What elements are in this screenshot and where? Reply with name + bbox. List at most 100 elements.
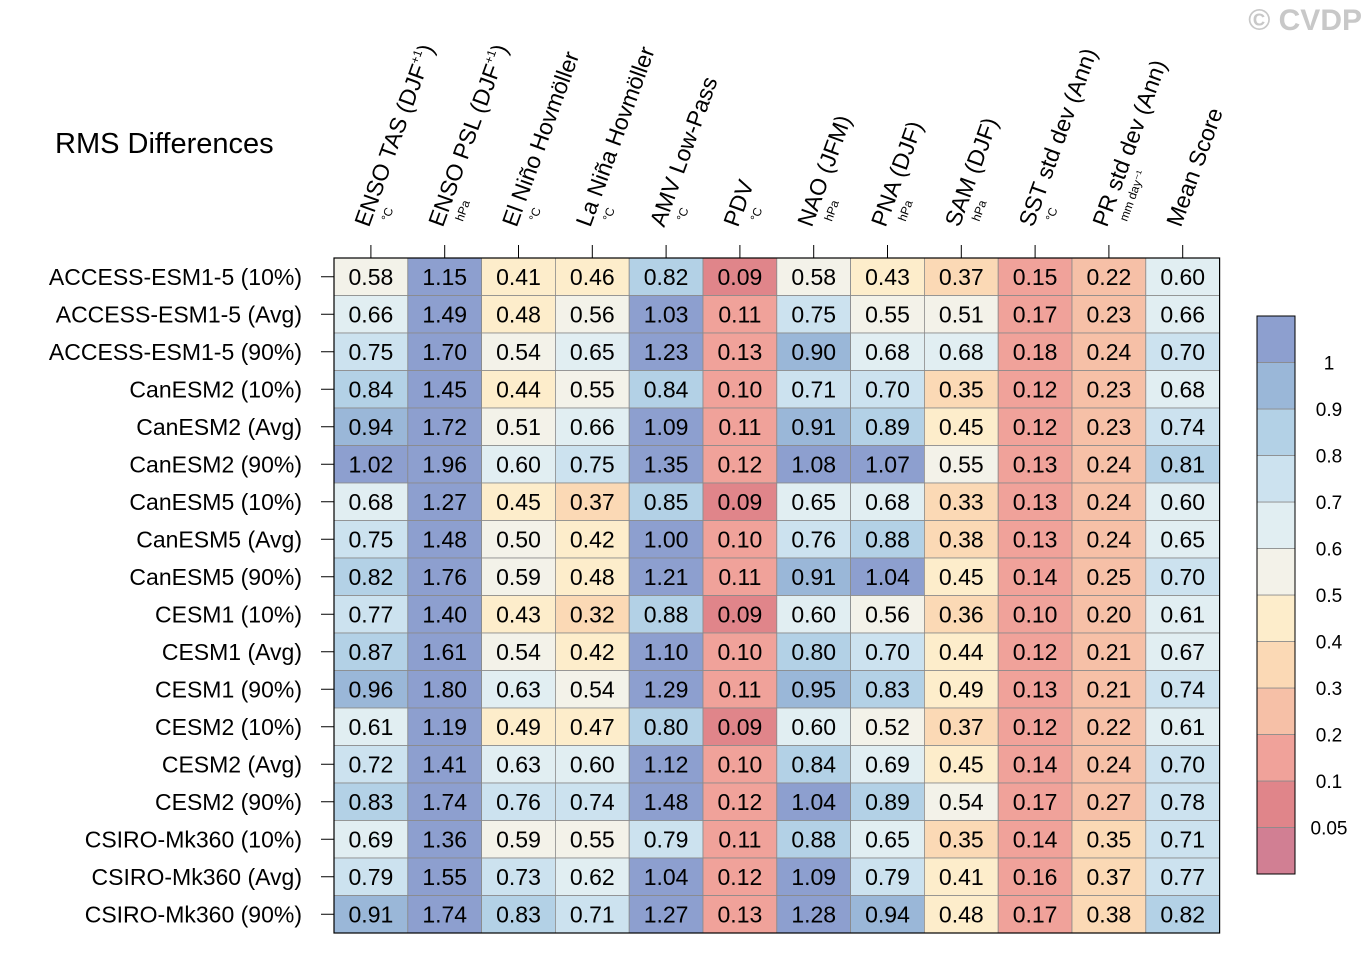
cell-value: 0.60 <box>570 751 615 777</box>
heatmap-cell <box>702 557 778 596</box>
cell-value: 0.51 <box>496 414 541 440</box>
heatmap-cell <box>481 520 556 559</box>
heatmap-cell <box>850 895 925 934</box>
cell-value: 0.91 <box>791 564 836 590</box>
cell-value: 0.51 <box>939 301 984 327</box>
heatmap-cell <box>997 295 1073 334</box>
heatmap-cell <box>628 520 704 559</box>
heatmap-cell <box>776 332 851 371</box>
cell-value: 0.12 <box>1013 714 1058 740</box>
heatmap-cell <box>481 707 556 746</box>
cell-value: 0.13 <box>718 339 763 365</box>
heatmap-cell <box>407 257 482 296</box>
cell-value: 0.10 <box>1013 601 1058 627</box>
heatmap-cell <box>776 557 851 596</box>
cell-value: 0.13 <box>1013 676 1058 702</box>
heatmap-cell <box>407 482 482 521</box>
colorbar-segment <box>1256 734 1296 782</box>
cell-value: 0.68 <box>1160 376 1205 402</box>
cell-value: 0.42 <box>570 639 615 665</box>
cell-value: 0.10 <box>718 376 763 402</box>
heatmap-cell <box>776 482 851 521</box>
cell-value: 0.69 <box>349 826 394 852</box>
heatmap-cell <box>555 482 630 521</box>
watermark: © CVDP <box>1248 4 1362 37</box>
column-unit: hPa <box>969 198 990 223</box>
cell-value: 0.79 <box>865 864 910 890</box>
column-unit: °C <box>674 205 692 223</box>
row-label: CanESM5 (10%) <box>129 489 302 515</box>
heatmap-cell <box>407 895 482 934</box>
cell-value: 0.67 <box>1160 639 1205 665</box>
cell-value: 1.49 <box>422 301 467 327</box>
row-label: ACCESS-ESM1-5 (10%) <box>49 264 302 290</box>
cell-value: 0.95 <box>791 676 836 702</box>
cell-value: 0.90 <box>791 339 836 365</box>
cell-value: 0.63 <box>496 676 541 702</box>
heatmap-cell <box>333 257 409 296</box>
cell-value: 0.94 <box>865 901 910 927</box>
cell-value: 0.70 <box>865 376 910 402</box>
cell-value: 1.12 <box>644 751 689 777</box>
heatmap-cell <box>481 482 556 521</box>
heatmap-cell <box>997 257 1073 296</box>
cell-value: 0.54 <box>496 639 541 665</box>
row-label: CanESM2 (90%) <box>129 451 302 477</box>
cell-value: 0.76 <box>791 526 836 552</box>
cell-value: 0.17 <box>1013 301 1058 327</box>
row-label: CSIRO-Mk360 (10%) <box>85 826 302 852</box>
cell-value: 0.11 <box>718 826 761 852</box>
cell-value: 0.23 <box>1087 414 1132 440</box>
heatmap-cell <box>850 295 925 334</box>
heatmap-cell <box>997 445 1073 484</box>
cell-value: 0.44 <box>496 376 541 402</box>
cell-value: 0.68 <box>939 339 984 365</box>
cell-value: 1.10 <box>644 639 689 665</box>
cell-value: 0.58 <box>791 264 836 290</box>
cell-value: 0.79 <box>644 826 689 852</box>
cell-value: 0.54 <box>570 676 615 702</box>
heatmap-cell <box>1071 407 1147 446</box>
cell-value: 0.80 <box>791 639 836 665</box>
heatmap-cell <box>1071 295 1147 334</box>
heatmap-cell <box>481 632 556 671</box>
cell-value: 0.43 <box>865 264 910 290</box>
chart-title: RMS Differences <box>55 128 274 160</box>
cell-value: 0.37 <box>570 489 615 515</box>
cell-value: 0.35 <box>1087 826 1132 852</box>
heatmap-cell <box>924 445 999 484</box>
cell-value: 0.82 <box>644 264 689 290</box>
row-label: CESM2 (10%) <box>155 714 302 740</box>
heatmap-cell <box>776 745 851 784</box>
heatmap-cell <box>776 895 851 934</box>
cell-value: 1.28 <box>791 901 836 927</box>
heatmap-cell <box>1145 595 1221 634</box>
heatmap-cell <box>407 670 482 709</box>
cell-value: 0.24 <box>1087 451 1132 477</box>
heatmap-cell <box>1145 257 1221 296</box>
cell-value: 0.60 <box>1160 489 1205 515</box>
cell-value: 1.15 <box>422 264 467 290</box>
heatmap-cell <box>776 295 851 334</box>
heatmap-cell <box>997 707 1073 746</box>
row-labels: ACCESS-ESM1-5 (10%) ACCESS-ESM1-5 (Avg) AC… <box>49 264 334 927</box>
heatmap-cell <box>997 857 1073 896</box>
cell-value: 0.59 <box>496 564 541 590</box>
heatmap-cell <box>924 482 999 521</box>
heatmap-cell <box>628 595 704 634</box>
heatmap-cell <box>1145 370 1221 409</box>
cell-value: 0.56 <box>865 601 910 627</box>
heatmap-cell <box>407 557 482 596</box>
heatmap-cell <box>628 482 704 521</box>
cell-value: 0.88 <box>644 601 689 627</box>
cell-value: 0.48 <box>939 901 984 927</box>
cell-value: 0.45 <box>939 414 984 440</box>
heatmap-frame <box>333 257 1221 934</box>
cell-value: 0.23 <box>1087 376 1132 402</box>
heatmap-cell <box>850 445 925 484</box>
cell-value: 0.84 <box>791 751 836 777</box>
heatmap-cell <box>481 857 556 896</box>
heatmap-cell <box>628 707 704 746</box>
colorbar: 0.05 0.1 0.2 0.3 0.4 0.5 0.6 0.7 0.8 0.9 1 <box>1256 315 1347 875</box>
row-label: CSIRO-Mk360 (Avg) <box>92 864 302 890</box>
